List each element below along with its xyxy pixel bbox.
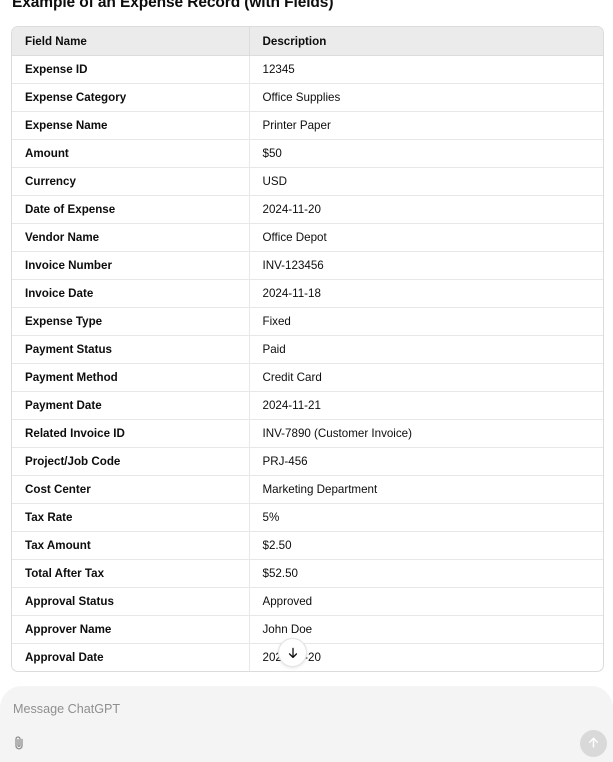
table-row: Vendor Name Office Depot xyxy=(12,223,603,252)
table-row: Approval Status Approved xyxy=(12,587,603,616)
cell-description: 2024-11-20 xyxy=(249,195,603,224)
cell-field-name: Approval Status xyxy=(12,587,250,616)
scroll-to-bottom-button[interactable] xyxy=(278,638,307,667)
table-row: Currency USD xyxy=(12,167,603,196)
cell-field-name: Tax Amount xyxy=(12,531,250,560)
cell-field-name: Invoice Date xyxy=(12,279,250,308)
table-header: Field Name Description xyxy=(12,27,603,56)
cell-field-name: Vendor Name xyxy=(12,223,250,252)
table-row: Expense Type Fixed xyxy=(12,307,603,336)
table-row: Invoice Date 2024-11-18 xyxy=(12,279,603,308)
cell-description: 12345 xyxy=(249,55,603,84)
cell-description: INV-123456 xyxy=(249,251,603,280)
cell-field-name: Invoice Number xyxy=(12,251,250,280)
cell-description: Office Depot xyxy=(249,223,603,252)
cell-description: PRJ-456 xyxy=(249,447,603,476)
cell-field-name: Payment Method xyxy=(12,363,250,392)
table-row: Total After Tax $52.50 xyxy=(12,559,603,588)
cell-description: Marketing Department xyxy=(249,475,603,504)
page-title: Example of an Expense Record (with Field… xyxy=(12,0,334,11)
table-body: Expense ID 12345 Expense Category Office Su… xyxy=(12,55,603,671)
cell-field-name: Expense Category xyxy=(12,83,250,112)
cell-description: 5% xyxy=(249,503,603,532)
column-header-description: Description xyxy=(249,27,603,56)
cell-field-name: Payment Date xyxy=(12,391,250,420)
cell-description: 2024-11-18 xyxy=(249,279,603,308)
cell-field-name: Date of Expense xyxy=(12,195,250,224)
cell-field-name: Cost Center xyxy=(12,475,250,504)
arrow-up-icon xyxy=(586,735,601,753)
attach-file-button[interactable] xyxy=(6,731,32,757)
cell-description: USD xyxy=(249,167,603,196)
cell-field-name: Expense Type xyxy=(12,307,250,336)
table-row: Payment Status Paid xyxy=(12,335,603,364)
table-row: Invoice Number INV-123456 xyxy=(12,251,603,280)
cell-field-name: Amount xyxy=(12,139,250,168)
table-row: Tax Rate 5% xyxy=(12,503,603,532)
table-row: Related Invoice ID INV-7890 (Customer Inv… xyxy=(12,419,603,448)
cell-description: Office Supplies xyxy=(249,83,603,112)
message-input-placeholder[interactable]: Message ChatGPT xyxy=(13,702,121,716)
cell-description: $2.50 xyxy=(249,531,603,560)
cell-field-name: Approver Name xyxy=(12,615,250,644)
table-row: Approver Name John Doe xyxy=(12,615,603,644)
cell-description: INV-7890 (Customer Invoice) xyxy=(249,419,603,448)
cell-description: Approved xyxy=(249,587,603,616)
column-header-field-name: Field Name xyxy=(12,27,250,56)
cell-description: Fixed xyxy=(249,307,603,336)
table-row: Project/Job Code PRJ-456 xyxy=(12,447,603,476)
table-row: Cost Center Marketing Department xyxy=(12,475,603,504)
arrow-down-icon xyxy=(286,646,300,660)
table-row: Expense ID 12345 xyxy=(12,55,603,84)
paperclip-icon xyxy=(11,735,27,754)
table-row: Amount $50 xyxy=(12,139,603,168)
table-row: Expense Name Printer Paper xyxy=(12,111,603,140)
cell-description: Printer Paper xyxy=(249,111,603,140)
cell-description: Paid xyxy=(249,335,603,364)
table-row: Payment Date 2024-11-21 xyxy=(12,391,603,420)
table-row: Payment Method Credit Card xyxy=(12,363,603,392)
cell-field-name: Project/Job Code xyxy=(12,447,250,476)
cell-description: 2024-11-21 xyxy=(249,391,603,420)
cell-description: $52.50 xyxy=(249,559,603,588)
cell-field-name: Tax Rate xyxy=(12,503,250,532)
table-header-row: Field Name Description xyxy=(12,27,603,56)
table-row: Expense Category Office Supplies xyxy=(12,83,603,112)
table-row: Date of Expense 2024-11-20 xyxy=(12,195,603,224)
cell-field-name: Payment Status xyxy=(12,335,250,364)
table: Field Name Description Expense ID 12345 Ex… xyxy=(12,27,603,671)
expense-record-table: Field Name Description Expense ID 12345 Ex… xyxy=(11,26,604,672)
table-row: Tax Amount $2.50 xyxy=(12,531,603,560)
cell-description: John Doe xyxy=(249,615,603,644)
message-composer[interactable]: Message ChatGPT xyxy=(0,686,613,762)
cell-field-name: Currency xyxy=(12,167,250,196)
send-message-button[interactable] xyxy=(580,730,607,757)
cell-description: $50 xyxy=(249,139,603,168)
cell-field-name: Expense ID xyxy=(12,55,250,84)
cell-field-name: Related Invoice ID xyxy=(12,419,250,448)
cell-field-name: Expense Name xyxy=(12,111,250,140)
cell-field-name: Approval Date xyxy=(12,643,250,671)
conversation-scroll-area[interactable]: Example of an Expense Record (with Field… xyxy=(0,0,613,684)
cell-field-name: Total After Tax xyxy=(12,559,250,588)
cell-description: Credit Card xyxy=(249,363,603,392)
